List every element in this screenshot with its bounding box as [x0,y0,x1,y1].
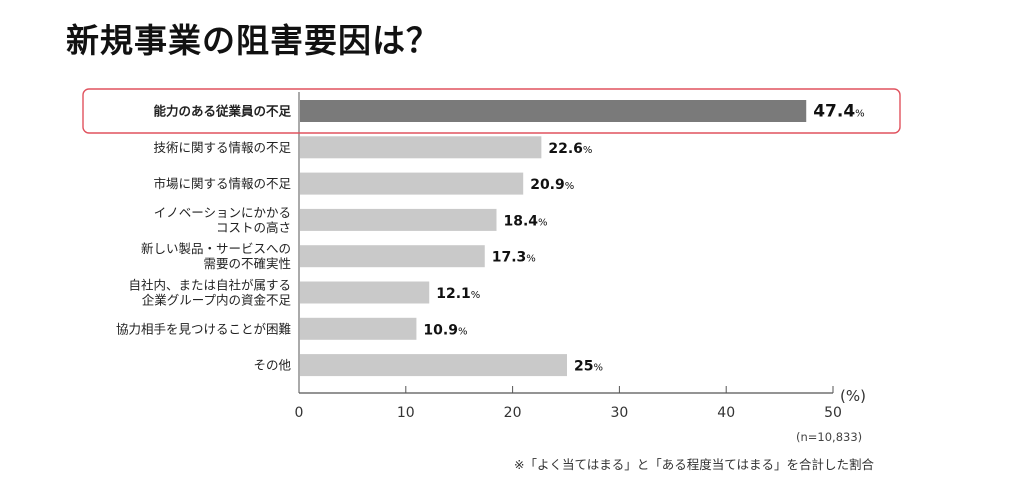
value-label: 17.3% [492,250,536,266]
category-label-line: 能力のある従業員の不足 [153,104,291,119]
category-label-line: イノベーションにかかる [154,205,291,220]
category-label-line: 需要の不確実性 [203,256,291,271]
bar [300,281,430,304]
value-label: 47.4% [813,102,864,122]
value-label: 18.4% [504,213,548,229]
x-tick-label: 30 [610,405,628,421]
x-unit-label: (%) [840,387,866,405]
bar [300,136,542,159]
value-label: 25% [574,359,603,375]
bar [300,208,497,231]
page-title: 新規事業の阻害要因は？ [66,21,440,60]
category-label: 自社内、または自社が属する企業グループ内の資金不足 [128,278,291,308]
value-label: 22.6% [548,141,592,157]
category-label: 技術に関する情報の不足 [153,140,291,155]
x-tick-label: 10 [397,405,415,421]
category-label-line: 新しい製品・サービスへの [141,241,291,256]
value-label: 20.9% [530,177,574,193]
x-tick-label: 50 [824,405,842,421]
category-label: 市場に関する情報の不足 [153,176,291,191]
x-tick-label: 40 [717,405,735,421]
x-tick-label: 0 [295,405,304,421]
bar [300,100,807,122]
category-label-line: 技術に関する情報の不足 [153,140,291,155]
category-label: 協力相手を見つけることが困難 [116,321,291,336]
category-label-line: 協力相手を見つけることが困難 [116,321,291,336]
value-label: 10.9% [423,322,467,338]
category-label-line: 市場に関する情報の不足 [153,176,291,191]
bar [300,172,524,195]
category-label-line: その他 [253,358,291,373]
x-tick-label: 20 [504,405,522,421]
bar [300,245,485,268]
category-label-line: 自社内、または自社が属する [128,278,291,293]
chart-footnote: ※「よく当てはまる」と「ある程度当てはまる」を合計した割合 [514,457,874,472]
category-label: その他 [253,358,291,373]
bar [300,354,567,377]
value-label: 12.1% [436,286,480,302]
category-label: 新しい製品・サービスへの需要の不確実性 [141,241,291,271]
category-label: イノベーションにかかるコストの高さ [154,205,291,235]
highlight-box [82,88,901,134]
bar [300,317,417,340]
category-label-line: 企業グループ内の資金不足 [142,293,292,308]
sample-size-note: (n=10,833) [796,430,863,444]
category-label-line: コストの高さ [216,220,291,235]
category-label: 能力のある従業員の不足 [153,104,291,119]
